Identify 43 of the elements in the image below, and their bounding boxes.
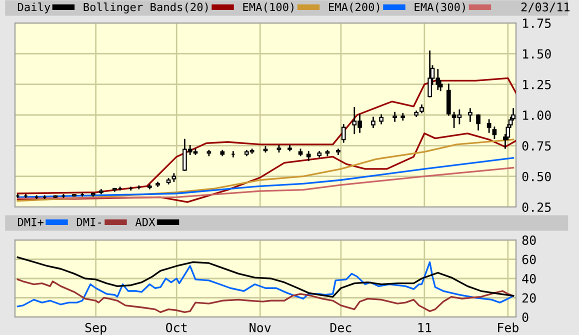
y-tick-label: 0	[522, 312, 528, 322]
line-series	[16, 157, 514, 198]
y-tick-label: 80	[522, 236, 536, 245]
x-tick-label: Nov	[250, 323, 271, 332]
candlestick	[428, 50, 432, 98]
candlestick	[371, 116, 376, 128]
x-tick-label: 11	[418, 323, 432, 332]
x-tick-label: Feb	[498, 322, 518, 332]
candlestick	[392, 112, 397, 122]
y-tick-label: 40	[522, 274, 536, 284]
candlestick	[486, 119, 492, 133]
candlestick	[492, 126, 497, 139]
legend-label: Daily	[18, 2, 50, 14]
candlestick	[341, 124, 346, 143]
line-series	[16, 261, 514, 308]
legend-label: Bollinger Bands(20)	[84, 2, 208, 14]
candlestick	[148, 184, 152, 190]
candlestick	[446, 84, 451, 116]
y-tick-label: 1.25	[523, 80, 551, 90]
x-tick-label: Dec	[330, 323, 352, 332]
legend-label: ADX	[135, 218, 156, 226]
line-series	[16, 166, 514, 200]
x-tick-label: Oct	[166, 322, 187, 332]
y-tick-label: 1.75	[523, 18, 551, 28]
text: 2/03/11	[521, 2, 570, 12]
legend-label: EMA(100)	[243, 2, 294, 13]
legend-label: DMI+	[18, 218, 44, 226]
y-tick-label: 0.25	[522, 202, 551, 212]
candlestick	[476, 114, 480, 130]
y-tick-label: 0.75	[522, 141, 551, 151]
line-series	[16, 77, 516, 194]
y-tick-label: 1.50	[523, 49, 551, 59]
line-series	[16, 278, 514, 314]
legend-label: DMI-	[76, 218, 102, 226]
legend-label: EMA(300)	[414, 2, 465, 13]
y-tick-label: 20	[522, 293, 536, 303]
y-tick-label: 1.00	[523, 110, 551, 120]
x-tick-label: Sep	[85, 322, 106, 335]
legend-label: EMA(200)	[329, 2, 380, 13]
line-series	[16, 256, 514, 298]
candlestick	[468, 108, 472, 122]
y-tick-label: 0.50	[522, 172, 551, 182]
y-tick-label: 60	[522, 254, 536, 264]
